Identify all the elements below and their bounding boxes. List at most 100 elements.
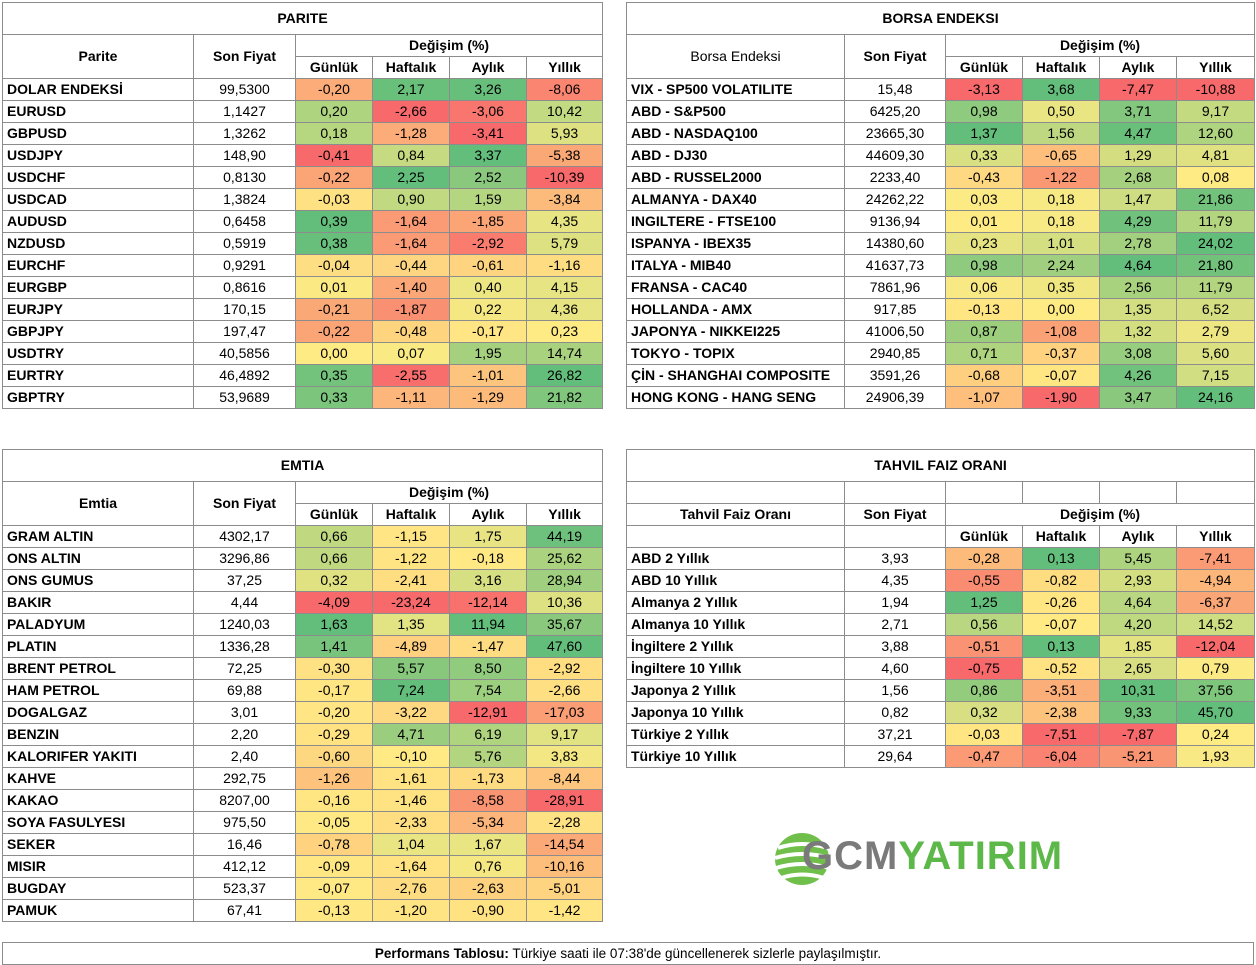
row-change-w: 0,50: [1022, 100, 1100, 123]
row-change-y: -14,54: [525, 833, 604, 856]
row-price: 29,64: [844, 745, 946, 768]
row-price: 24906,39: [844, 386, 946, 409]
row-change-w: 4,71: [372, 723, 450, 746]
borsa-col-weekly: Haftalık: [1022, 56, 1100, 79]
row-name: BENZIN: [2, 723, 194, 746]
row-change-w: -2,41: [372, 569, 450, 592]
borsa-title: BORSA ENDEKSI: [625, 2, 1256, 35]
row-change-m: 7,54: [449, 679, 527, 702]
row-change-d: -0,13: [295, 899, 373, 922]
row-change-w: 0,18: [1022, 188, 1100, 211]
tahvil-rows: ABD 2 Yıllık 3,93 -0,28 0,13 5,45 -7,41 ABD 10…: [626, 547, 1256, 768]
tahvil-blank-1: [626, 481, 845, 504]
row-price: 3,93: [844, 547, 946, 570]
row-change-w: 0,13: [1022, 635, 1100, 658]
table-row: VIX - SP500 VOLATILITE 15,48 -3,13 3,68 -7,4…: [626, 78, 1256, 101]
row-change-m: -2,63: [449, 877, 527, 900]
row-price: 3,01: [193, 701, 296, 724]
table-row: USDCAD 1,3824 -0,03 0,90 1,59 -3,84: [2, 188, 604, 211]
row-name: ISPANYA - IBEX35: [626, 232, 845, 255]
row-change-d: 1,37: [945, 122, 1023, 145]
row-change-d: -0,21: [295, 298, 373, 321]
row-change-w: -2,66: [372, 100, 450, 123]
tahvil-blank-5: [1099, 481, 1177, 504]
gcm-logo-text-yatirim: YATIRIM: [898, 834, 1064, 878]
row-change-m: 3,08: [1099, 342, 1177, 365]
row-change-m: 4,64: [1099, 254, 1177, 277]
row-name: DOLAR ENDEKSİ: [2, 78, 194, 101]
row-price: 917,85: [844, 298, 946, 321]
table-row: ALMANYA - DAX40 24262,22 0,03 0,18 1,47 21,86: [626, 188, 1256, 211]
row-change-y: -1,42: [525, 899, 604, 922]
table-row: KAHVE 292,75 -1,26 -1,61 -1,73 -8,44: [2, 767, 604, 790]
row-change-d: -1,26: [295, 767, 373, 790]
table-row: ABD - S&P500 6425,20 0,98 0,50 3,71 9,17: [626, 100, 1256, 123]
row-change-m: -1,01: [449, 364, 527, 387]
row-change-y: 0,24: [1175, 723, 1256, 746]
row-change-w: -1,90: [1022, 386, 1100, 409]
table-row: HAM PETROL 69,88 -0,17 7,24 7,54 -2,66: [2, 679, 604, 702]
tahvil-blank-4: [1022, 481, 1100, 504]
table-row: JAPONYA - NIKKEI225 41006,50 0,87 -1,08 1,32…: [626, 320, 1256, 343]
row-change-y: -7,41: [1175, 547, 1256, 570]
borsa-col-daily: Günlük: [945, 56, 1023, 79]
row-change-w: -0,44: [372, 254, 450, 277]
row-change-w: 0,00: [1022, 298, 1100, 321]
row-change-m: 0,22: [449, 298, 527, 321]
row-price: 1,56: [844, 679, 946, 702]
gcm-globe-icon: [774, 833, 831, 885]
emtia-col-change: Değişim (%): [294, 481, 604, 504]
row-name: PAMUK: [2, 899, 194, 922]
row-change-d: 0,33: [295, 386, 373, 409]
row-change-d: -0,55: [945, 569, 1023, 592]
table-row: ONS GUMUS 37,25 0,32 -2,41 3,16 28,94: [2, 569, 604, 592]
table-row: TOKYO - TOPIX 2940,85 0,71 -0,37 3,08 5,60: [626, 342, 1256, 365]
row-change-m: 1,32: [1099, 320, 1177, 343]
row-change-w: -1,64: [372, 232, 450, 255]
parite-col-yearly: Yıllık: [525, 56, 604, 79]
row-change-d: -0,20: [295, 78, 373, 101]
row-name: PALADYUM: [2, 613, 194, 636]
table-row: DOGALGAZ 3,01 -0,20 -3,22 -12,91 -17,03: [2, 701, 604, 724]
row-change-y: 44,19: [525, 525, 604, 548]
row-change-m: -12,91: [449, 701, 527, 724]
row-change-d: 1,41: [295, 635, 373, 658]
row-price: 1240,03: [193, 613, 296, 636]
row-change-d: -4,09: [295, 591, 373, 614]
row-name: VIX - SP500 VOLATILITE: [626, 78, 845, 101]
row-change-w: -3,51: [1022, 679, 1100, 702]
row-change-m: 1,59: [449, 188, 527, 211]
row-change-d: -0,03: [295, 188, 373, 211]
row-price: 44609,30: [844, 144, 946, 167]
row-name: ABD - RUSSEL2000: [626, 166, 845, 189]
row-name: EURGBP: [2, 276, 194, 299]
table-row: Türkiye 10 Yıllık 29,64 -0,47 -6,04 -5,21 1,9…: [626, 745, 1256, 768]
row-change-d: 1,25: [945, 591, 1023, 614]
table-row: EURGBP 0,8616 0,01 -1,40 0,40 4,15: [2, 276, 604, 299]
row-change-w: -0,48: [372, 320, 450, 343]
row-change-w: -0,10: [372, 745, 450, 768]
row-price: 1,3824: [193, 188, 296, 211]
row-change-m: 1,95: [449, 342, 527, 365]
row-change-d: -0,51: [945, 635, 1023, 658]
row-name: GRAM ALTIN: [2, 525, 194, 548]
row-change-y: -10,39: [525, 166, 604, 189]
row-name: AUDUSD: [2, 210, 194, 233]
row-change-d: -0,09: [295, 855, 373, 878]
tahvil-title: TAHVIL FAIZ ORANI: [625, 449, 1256, 482]
row-change-d: -0,75: [945, 657, 1023, 680]
row-change-w: -23,24: [372, 591, 450, 614]
borsa-rows: VIX - SP500 VOLATILITE 15,48 -3,13 3,68 -7,4…: [626, 78, 1256, 409]
row-change-m: 3,47: [1099, 386, 1177, 409]
borsa-col-change: Değişim (%): [944, 34, 1256, 57]
row-name: SEKER: [2, 833, 194, 856]
table-row: Japonya 10 Yıllık 0,82 0,32 -2,38 9,33 45,70: [626, 701, 1256, 724]
parite-col-daily: Günlük: [295, 56, 373, 79]
row-price: 2,40: [193, 745, 296, 768]
row-change-m: -12,14: [449, 591, 527, 614]
tahvil-col-name: Tahvil Faiz Oranı: [626, 503, 845, 526]
row-price: 292,75: [193, 767, 296, 790]
row-change-w: -1,64: [372, 210, 450, 233]
row-change-w: -7,51: [1022, 723, 1100, 746]
footer-label: Performans Tablosu:: [374, 946, 509, 961]
